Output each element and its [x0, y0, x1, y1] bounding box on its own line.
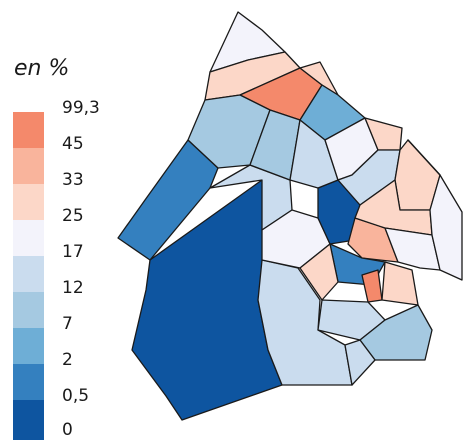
legend-tick-label: 0	[62, 420, 73, 440]
legend-tick-label: 7	[62, 314, 73, 334]
legend-tick-label: 12	[62, 278, 84, 298]
map-district[interactable]	[299, 243, 339, 301]
legend-tick-label: 99,3	[62, 98, 100, 118]
map-district[interactable]	[384, 227, 441, 271]
legend-tick-label: 17	[62, 242, 84, 262]
legend-swatch-5	[13, 256, 44, 292]
legend-swatch-7	[13, 328, 44, 364]
map-district[interactable]	[381, 261, 419, 306]
legend-tick-label: 45	[62, 134, 84, 154]
legend-swatch-9	[13, 400, 44, 440]
legend-swatch-2	[13, 148, 44, 184]
map-district[interactable]	[407, 139, 463, 281]
map-district[interactable]	[344, 339, 376, 386]
legend-swatch-8	[13, 364, 44, 400]
legend-swatch-6	[13, 292, 44, 328]
legend-tick-label: 25	[62, 206, 84, 226]
legend-tick-label: 33	[62, 170, 84, 190]
legend: en % 99,3 45 33 25 17 12 7 2 0,5 0	[0, 0, 130, 440]
legend-tick-label: 2	[62, 350, 73, 370]
legend-swatch-3	[13, 184, 44, 220]
map-district[interactable]	[361, 269, 383, 303]
legend-tick-label: 0,5	[62, 386, 90, 406]
legend-swatch-1	[13, 112, 44, 148]
legend-swatch-4	[13, 220, 44, 256]
legend-title: en %	[14, 56, 70, 81]
